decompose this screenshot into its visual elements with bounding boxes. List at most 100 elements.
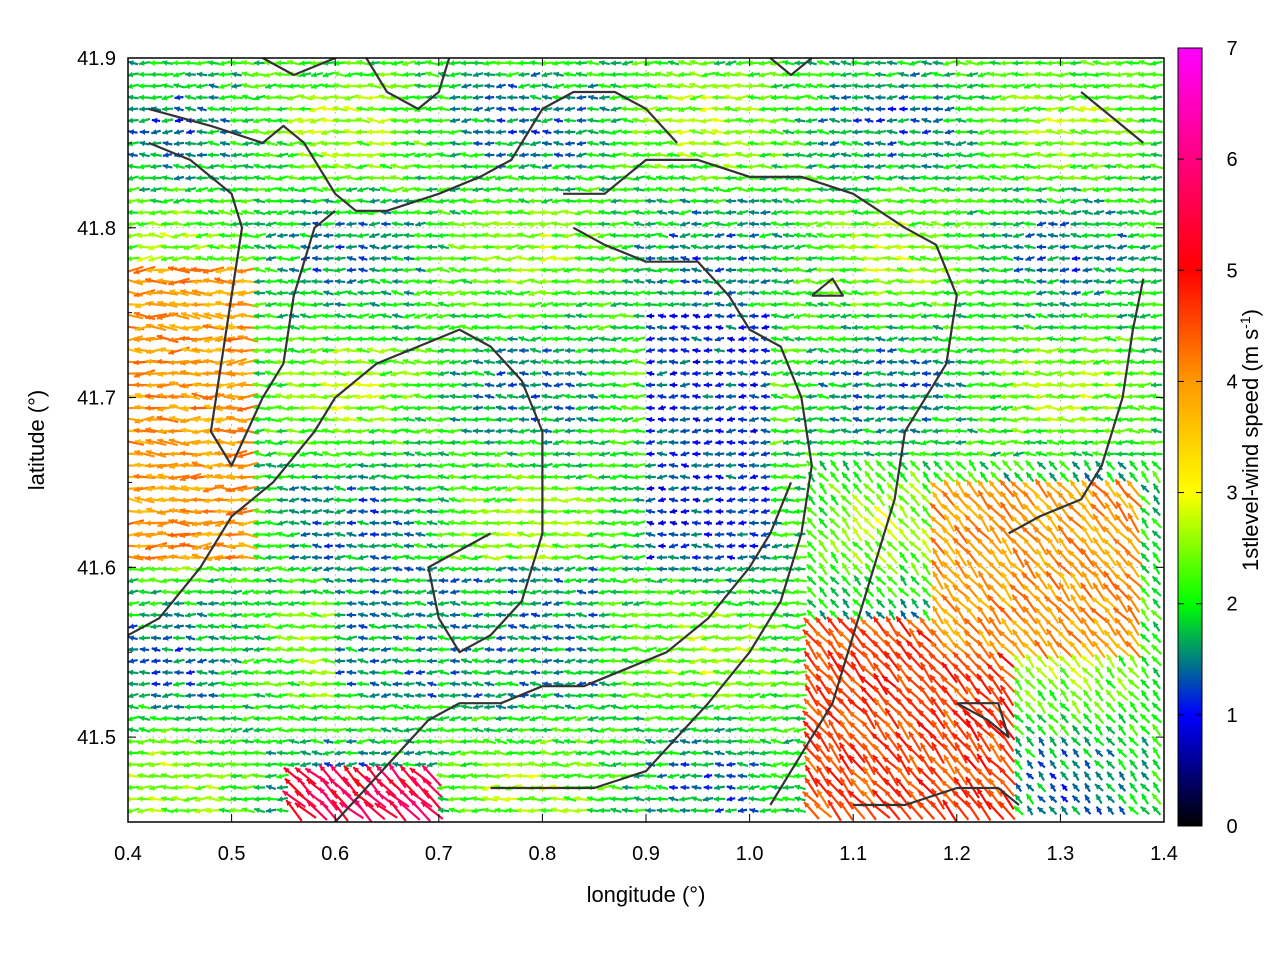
wind-vector [1127,666,1140,679]
wind-vector [380,497,392,503]
wind-vector [496,635,506,641]
wind-vector [920,347,933,354]
wind-vector [805,117,818,124]
wind-vector [646,370,655,377]
wind-vector [575,669,588,676]
wind-vector [782,543,795,549]
wind-vector [1024,209,1036,216]
wind-vector [1091,370,1107,377]
wind-vector [771,244,783,250]
wind-vector [587,554,599,561]
wind-vector [574,255,589,262]
wind-vector [967,140,978,147]
wind-vector [621,60,634,66]
wind-vector [1152,667,1161,678]
wind-vector [816,128,830,135]
wind-vector [286,106,302,112]
wind-vector [288,508,300,515]
wind-vector [138,681,151,687]
wind-vector [701,221,715,227]
wind-vector [1036,678,1047,690]
wind-vector [414,439,427,446]
wind-vector [1150,416,1163,423]
wind-vector [747,301,761,308]
wind-vector [645,497,656,503]
wind-vector [392,692,403,699]
wind-vector [128,129,138,135]
wind-vector [425,59,439,66]
wind-vector [761,393,770,400]
wind-vector [840,301,852,308]
wind-vector [346,221,357,227]
wind-vector [128,623,138,630]
wind-vector [241,244,255,250]
wind-vector [828,359,841,365]
wind-vector [1081,666,1094,679]
wind-vector [1126,71,1141,78]
wind-vector [298,611,313,618]
wind-vector [689,589,704,596]
wind-vector [355,83,371,90]
wind-vector [715,519,724,526]
wind-vector [413,358,428,365]
wind-vector [689,59,704,66]
wind-vector [930,232,946,239]
wind-vector [1045,370,1061,377]
wind-vector [794,60,806,66]
wind-vector [1117,232,1127,239]
wind-vector [241,175,255,181]
wind-vector [334,497,346,503]
wind-vector [897,347,910,354]
wind-vector [460,209,473,216]
wind-vector [368,290,381,296]
wind-vector [530,71,541,78]
wind-vector [180,311,201,320]
wind-vector [344,174,359,181]
wind-vector [988,186,1003,193]
wind-vector [448,543,462,549]
wind-vector [174,669,184,676]
wind-vector [692,324,701,331]
wind-vector [667,163,680,170]
wind-vector [598,382,611,388]
wind-vector [702,370,714,377]
wind-vector [667,589,680,596]
wind-vector [507,336,518,342]
wind-vector [1080,359,1095,366]
wind-vector [574,266,589,273]
wind-vector [930,301,946,307]
wind-vector [712,71,727,78]
wind-vector [236,404,260,413]
wind-vector [380,462,392,469]
wind-vector [691,520,702,526]
wind-vector [530,393,541,400]
wind-vector [782,83,795,89]
wind-vector [598,163,611,170]
wind-vector [726,543,736,549]
wind-vector [449,393,461,400]
wind-vector [828,505,841,518]
wind-vector [426,451,438,457]
wind-vector [138,669,151,676]
wind-vector [265,221,277,227]
wind-vector [943,393,956,400]
wind-vector [657,496,667,503]
wind-vector [1080,140,1095,147]
wind-vector [392,658,403,664]
wind-vector [195,635,209,641]
wind-vector [793,186,807,193]
wind-vector [574,554,589,561]
wind-vector [436,105,451,112]
wind-vector [771,163,783,170]
wind-vector [896,186,911,193]
wind-vector [932,336,944,342]
wind-vector [804,94,819,101]
wind-vector [897,482,910,495]
wind-vector [943,71,956,78]
wind-vector [750,427,758,434]
wind-vector [1126,140,1141,147]
wind-vector [1070,232,1082,239]
wind-vector [1138,404,1152,411]
wind-vector [816,82,830,89]
wind-vector [1022,129,1038,136]
